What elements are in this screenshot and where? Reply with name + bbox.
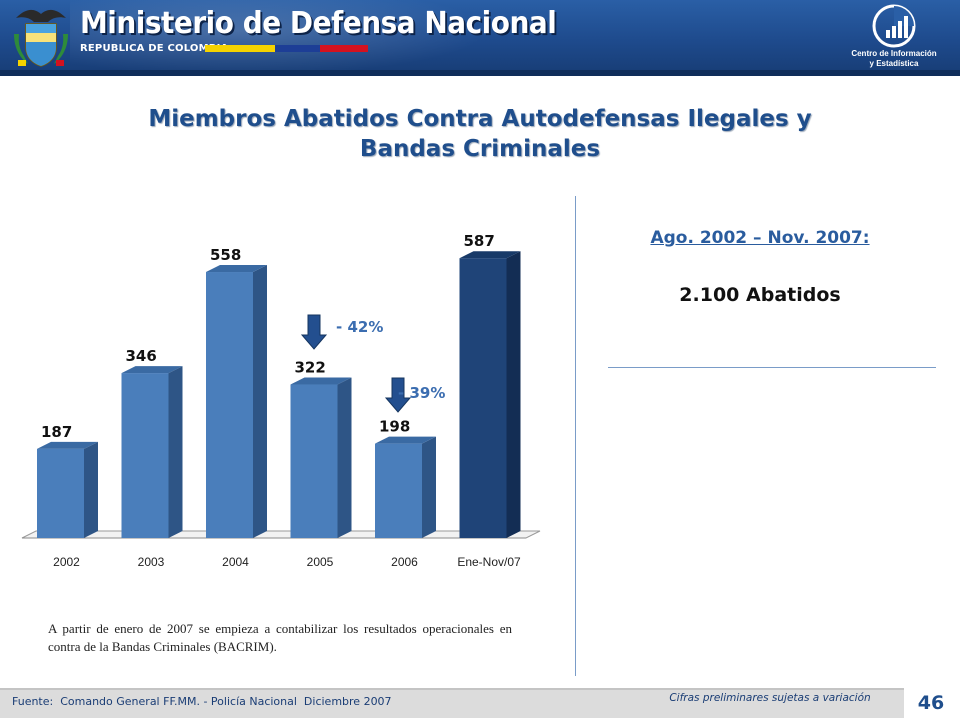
period-label: Ago. 2002 – Nov. 2007: — [650, 228, 870, 248]
bar-2003 — [121, 373, 169, 538]
x-tick-2005: 2005 — [307, 555, 334, 569]
bar-top-Ene-Nov/07 — [459, 251, 521, 259]
bar-Ene-Nov/07 — [459, 258, 507, 538]
header-banner: Ministerio de Defensa Nacional REPUBLICA… — [0, 0, 960, 76]
total-label: 2.100 Abatidos — [679, 284, 841, 306]
footer-bar-edge — [0, 688, 904, 690]
bar-side-2004 — [253, 265, 267, 538]
data-label-Ene-Nov/07: 587 — [464, 232, 495, 250]
x-tick-2004: 2004 — [222, 555, 249, 569]
slide-title-line1: Miembros Abatidos Contra Autodefensas Il… — [148, 106, 812, 132]
x-tick-2003: 2003 — [138, 555, 165, 569]
bar-chart: 187 2002 346 2003 558 2004 322 2005 198 2006 587 En… — [21, 232, 541, 569]
footer-bar — [0, 688, 904, 718]
ministry-title: Ministerio de Defensa Nacional — [80, 6, 557, 41]
bar-2006 — [375, 443, 422, 538]
flag-stripe-yellow — [205, 45, 275, 52]
bar-2004 — [206, 272, 253, 538]
data-label-2006: 198 — [379, 418, 410, 436]
republic-label: REPUBLICA DE COLOMBIA — [80, 43, 229, 54]
vertical-divider — [575, 196, 576, 676]
flag-stripe-blue — [275, 45, 320, 52]
statistics-logo-icon — [872, 4, 916, 48]
slide-title: Miembros Abatidos Contra Autodefensas Il… — [100, 104, 860, 164]
x-tick-2002: 2002 — [53, 555, 80, 569]
bar-side-2003 — [168, 366, 183, 538]
source-label: Fuente: Comando General FF.MM. - Policía… — [12, 695, 392, 708]
bar-side-Ene-Nov/07 — [506, 251, 521, 539]
bar-2005 — [290, 384, 338, 538]
bar-top-2003 — [121, 366, 183, 374]
data-label-2004: 558 — [210, 246, 241, 264]
header-glow — [70, 0, 490, 76]
bar-2002 — [37, 448, 84, 538]
change-label-1: - 42% — [336, 318, 383, 336]
statistics-center-line2: y Estadística — [869, 59, 919, 68]
statistics-center-line1: Centro de Información — [851, 49, 937, 58]
header-band — [0, 70, 960, 76]
x-tick-2006: 2006 — [391, 555, 418, 569]
preliminary-label: Cifras preliminares sujetas a variación — [669, 692, 871, 704]
bar-side-2002 — [84, 441, 98, 538]
horizontal-divider — [608, 367, 936, 368]
data-label-2005: 322 — [295, 359, 326, 377]
note-text: A partir de enero de 2007 se empieza a c… — [48, 621, 512, 654]
x-tick-Ene-Nov/07: Ene-Nov/07 — [457, 555, 521, 569]
bar-top-2006 — [375, 436, 436, 444]
change-label-2: - 39% — [398, 384, 445, 402]
bar-side-2005 — [337, 377, 352, 538]
coat-of-arms-icon — [14, 9, 68, 67]
arrow-down-icon — [300, 314, 328, 350]
slide-title-line2: Bandas Criminales — [359, 136, 601, 162]
data-label-2003: 346 — [126, 347, 157, 365]
bar-top-2005 — [290, 377, 352, 385]
page-number: 46 — [917, 692, 945, 714]
flag-stripe-red — [320, 45, 368, 52]
data-label-2002: 187 — [41, 423, 72, 441]
statistics-center-label: Centro de Información y Estadística — [836, 49, 952, 69]
arrow-down-icon — [384, 377, 412, 413]
bar-top-2004 — [206, 265, 267, 273]
bar-top-2002 — [37, 441, 98, 449]
bar-side-2006 — [422, 436, 436, 538]
